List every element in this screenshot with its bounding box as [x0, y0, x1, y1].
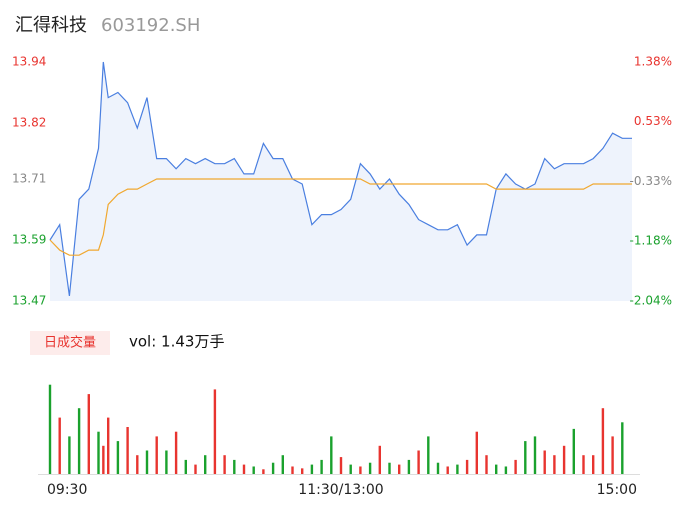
volume-bar [281, 455, 284, 474]
volume-bar [87, 394, 90, 474]
chart-subtitle: 603192.SH [101, 15, 200, 36]
volume-bar [524, 441, 527, 474]
volume-bar [562, 445, 566, 474]
volume-bar [145, 450, 149, 474]
volume-bar [368, 462, 372, 474]
volume-bar [417, 450, 420, 474]
volume-bar [436, 462, 440, 474]
volume-bar [213, 389, 217, 474]
volume-bar [301, 468, 304, 474]
volume-bar [592, 455, 595, 474]
volume-bar [553, 455, 556, 474]
chart-title: 汇得科技 [15, 15, 87, 36]
volume-bar [136, 455, 139, 474]
volume-bar [330, 436, 333, 474]
volume-bar [398, 464, 401, 474]
volume-bar [242, 464, 246, 474]
volume-bar [572, 428, 575, 474]
volume-bar [504, 466, 508, 474]
y2-tick-label: -0.33% [630, 174, 672, 188]
volume-tab-label[interactable]: 日成交量 [44, 335, 96, 351]
volume-bar [349, 464, 352, 474]
volume-bar [165, 450, 168, 474]
volume-bar [388, 462, 391, 474]
volume-bar [174, 431, 178, 474]
volume-bar [514, 459, 517, 474]
y-tick-label: 13.82 [12, 116, 46, 130]
volume-bar [446, 466, 449, 474]
volume-bar [621, 422, 624, 474]
volume-bar [543, 450, 546, 474]
y2-tick-label: 0.53% [634, 114, 672, 128]
volume-bar [223, 455, 226, 474]
volume-bar [77, 408, 81, 474]
volume-bar [359, 466, 362, 474]
y-tick-label: 13.47 [12, 294, 46, 308]
volume-bar [184, 459, 187, 474]
volume-bar [320, 459, 323, 474]
x-tick-label: 15:00 [597, 482, 637, 498]
volume-bar [611, 436, 614, 474]
volume-bar [194, 464, 197, 474]
volume-bar [495, 464, 498, 474]
volume-bar [252, 466, 255, 474]
volume-bar [427, 436, 430, 474]
volume-tab[interactable] [30, 331, 110, 355]
volume-bar [291, 466, 294, 474]
volume-bar [204, 455, 207, 474]
volume-bar [116, 441, 120, 474]
volume-bar [271, 462, 275, 474]
volume-bar [107, 417, 110, 474]
volume-bar [582, 455, 585, 474]
y2-tick-label: -1.18% [630, 233, 672, 247]
series-line [49, 61, 632, 296]
volume-bar [339, 457, 343, 474]
volume-bar [533, 436, 537, 474]
volume-annotation: vol: 1.43万手 [129, 333, 224, 351]
volume-bar [407, 459, 411, 474]
x-tick-label: 09:30 [47, 482, 87, 498]
volume-bar [601, 408, 605, 474]
volume-bar [485, 455, 488, 474]
volume-bar [465, 459, 469, 474]
x-tick-label: 11:30/13:00 [298, 482, 383, 498]
y2-tick-label: 1.38% [634, 55, 672, 69]
volume-bar [97, 431, 100, 474]
volume-bar [262, 469, 265, 474]
volume-bar [378, 445, 381, 474]
price-area [50, 62, 632, 301]
volume-bar [310, 464, 314, 474]
y-tick-label: 13.94 [12, 55, 46, 69]
volume-bar [126, 427, 129, 474]
volume-bar [233, 459, 236, 474]
y2-tick-label: -2.04% [630, 294, 672, 308]
volume-bar [68, 436, 71, 474]
volume-bar [475, 431, 478, 474]
volume-bar [58, 417, 61, 474]
volume-bar [155, 436, 158, 474]
y-tick-label: 13.71 [12, 171, 46, 185]
series-line [49, 178, 632, 256]
volume-bar [102, 445, 105, 474]
volume-bar [48, 384, 52, 474]
y-tick-label: 13.59 [12, 232, 46, 246]
volume-bar [456, 464, 459, 474]
